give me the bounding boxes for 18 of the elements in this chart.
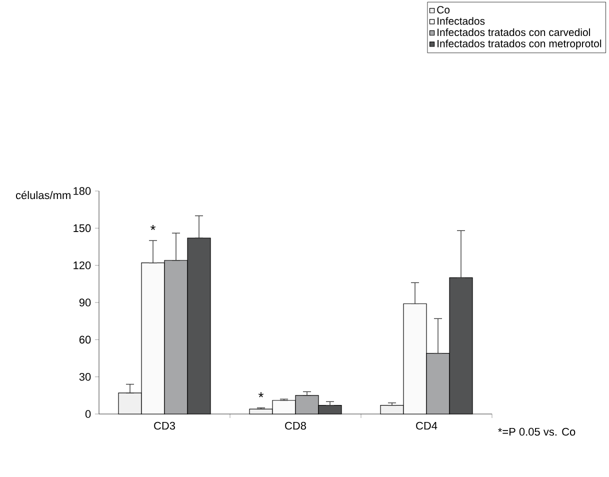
legend-label: Infectados xyxy=(438,17,485,25)
y-axis-title: células/mm xyxy=(16,190,70,200)
y-tick-label: 180 xyxy=(74,187,91,195)
y-tick-label: 30 xyxy=(79,372,91,381)
text: *=P 0.05 vs. Co xyxy=(498,428,576,436)
legend-label: Infectados tratados con carvediol xyxy=(438,28,590,36)
x-tick-label: CD4 xyxy=(416,422,438,430)
legend-label: Infectados tratados con metroprotol xyxy=(438,40,602,50)
annotation: * xyxy=(258,392,264,398)
y-tick-label: 120 xyxy=(74,261,91,270)
x-tick-label: CD8 xyxy=(285,422,306,430)
x-tick-label: CD3 xyxy=(154,422,176,430)
y-tick-label: 150 xyxy=(74,224,91,232)
y-tick-label: 0 xyxy=(85,410,91,418)
y-tick-label: 90 xyxy=(79,298,91,306)
legend-label: Co xyxy=(437,6,450,14)
annotation: * xyxy=(150,225,156,230)
y-tick-label: 60 xyxy=(79,336,91,344)
